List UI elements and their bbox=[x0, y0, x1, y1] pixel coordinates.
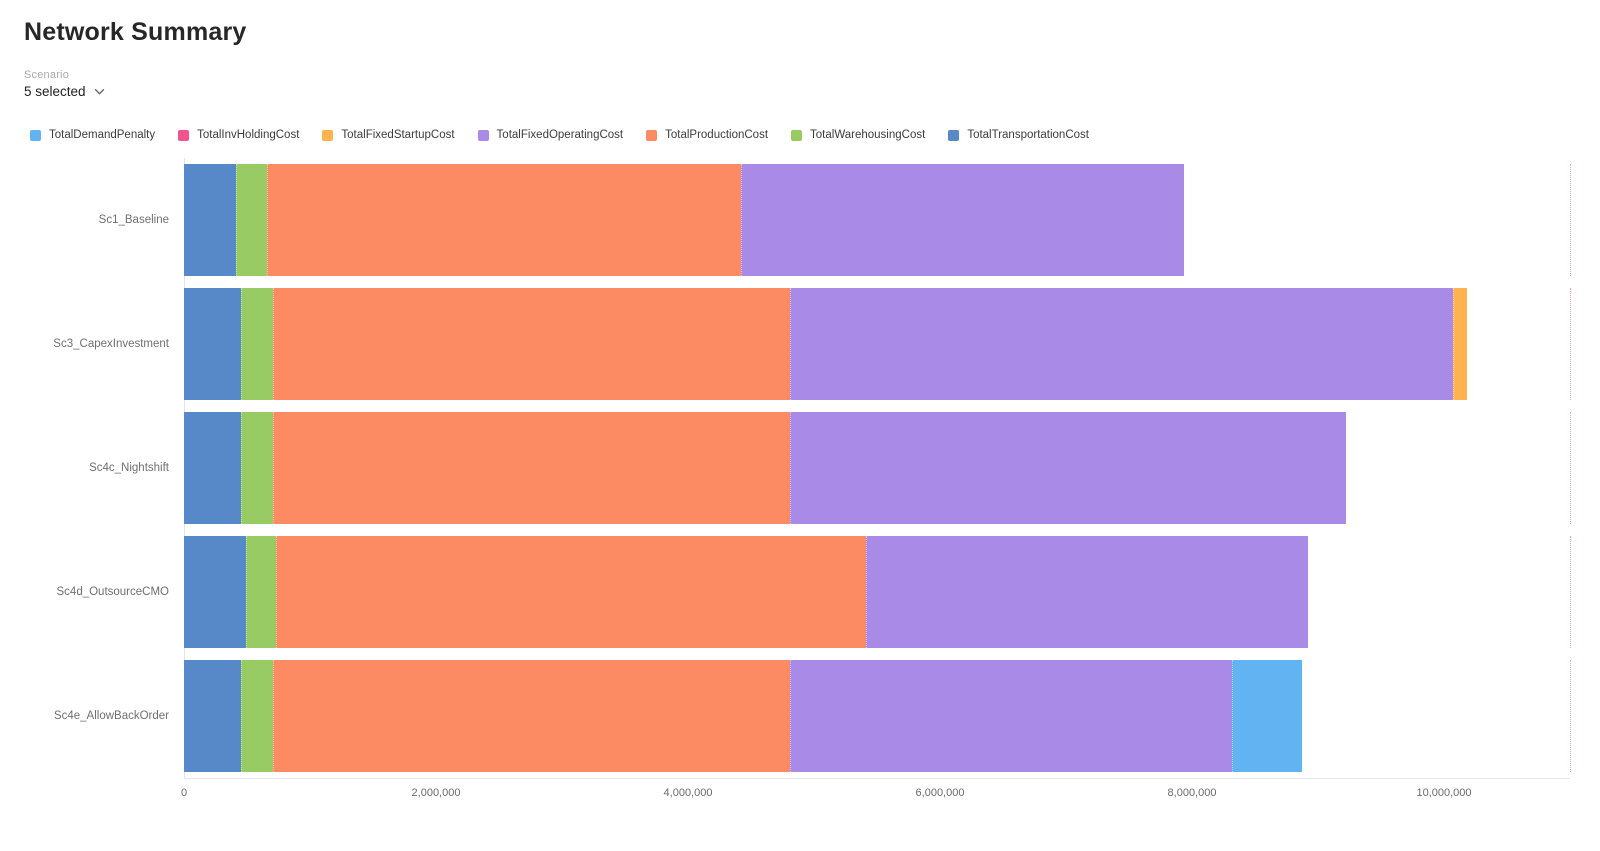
bar-segment-TotalFixedOperatingCost[interactable] bbox=[790, 660, 1233, 772]
legend-label: TotalTransportationCost bbox=[967, 129, 1089, 141]
bar-segment-TotalWarehousingCost[interactable] bbox=[240, 412, 274, 524]
chart-row: Sc4c_Nightshift bbox=[24, 406, 1571, 530]
bar-segment-TotalProductionCost[interactable] bbox=[267, 164, 741, 276]
bar-segment-TotalFixedOperatingCost[interactable] bbox=[790, 288, 1453, 400]
bar-Sc4d_OutsourceCMO[interactable] bbox=[184, 536, 1571, 648]
legend-item-TotalFixedStartupCost[interactable]: TotalFixedStartupCost bbox=[322, 129, 455, 141]
x-tick-2,000,000: 2,000,000 bbox=[411, 787, 461, 799]
bar-segment-TotalProductionCost[interactable] bbox=[273, 412, 791, 524]
legend-item-TotalWarehousingCost[interactable]: TotalWarehousingCost bbox=[791, 129, 925, 141]
scenario-filter-label: Scenario bbox=[24, 69, 70, 81]
page-title: Network Summary bbox=[24, 18, 247, 46]
bar-Sc4e_AllowBackOrder[interactable] bbox=[184, 660, 1571, 772]
chart-row: Sc1_Baseline bbox=[24, 158, 1571, 282]
chart-row: Sc4e_AllowBackOrder bbox=[24, 654, 1571, 778]
bar-segment-TotalProductionCost[interactable] bbox=[273, 288, 791, 400]
category-label-Sc4c_Nightshift: Sc4c_Nightshift bbox=[89, 462, 169, 474]
bar-Sc1_Baseline[interactable] bbox=[184, 164, 1571, 276]
scenario-filter[interactable]: Scenario 5 selected bbox=[24, 69, 154, 99]
chart-rows: Sc1_Baseline Sc3_CapexInvestment Sc4c_Nigh… bbox=[24, 158, 1571, 778]
x-axis-line bbox=[184, 778, 1570, 779]
bar-track bbox=[184, 164, 1571, 276]
legend-label: TotalFixedStartupCost bbox=[341, 129, 455, 141]
legend-swatch-TotalWarehousingCost bbox=[791, 129, 803, 141]
bar-Sc4c_Nightshift[interactable] bbox=[184, 412, 1571, 524]
bar-segment-TotalFixedStartupCost[interactable] bbox=[1452, 288, 1467, 400]
bar-segment-TotalProductionCost[interactable] bbox=[273, 660, 791, 772]
chart-row: Sc3_CapexInvestment bbox=[24, 282, 1571, 406]
x-tick-0: 0 bbox=[180, 787, 188, 799]
x-tick-10,000,000: 10,000,000 bbox=[1416, 787, 1472, 799]
bar-segment-TotalTransportationCost[interactable] bbox=[184, 288, 241, 400]
legend-item-TotalDemandPenalty[interactable]: TotalDemandPenalty bbox=[30, 129, 155, 141]
bar-track bbox=[184, 536, 1571, 648]
chart-row: Sc4d_OutsourceCMO bbox=[24, 530, 1571, 654]
scenario-filter-value: 5 selected bbox=[24, 84, 86, 99]
legend-label: TotalProductionCost bbox=[665, 129, 769, 141]
bar-segment-TotalWarehousingCost[interactable] bbox=[245, 536, 276, 648]
legend-item-TotalTransportationCost[interactable]: TotalTransportationCost bbox=[948, 129, 1089, 141]
bar-track bbox=[184, 412, 1571, 524]
bar-segment-TotalWarehousingCost[interactable] bbox=[240, 660, 274, 772]
legend-item-TotalFixedOperatingCost[interactable]: TotalFixedOperatingCost bbox=[477, 129, 624, 141]
x-tick-8,000,000: 8,000,000 bbox=[1167, 787, 1217, 799]
category-label-Sc4e_AllowBackOrder: Sc4e_AllowBackOrder bbox=[53, 710, 169, 722]
category-label-Sc1_Baseline: Sc1_Baseline bbox=[98, 214, 169, 226]
bar-track bbox=[184, 660, 1571, 772]
bar-segment-TotalProductionCost[interactable] bbox=[275, 536, 866, 648]
legend-label: TotalDemandPenalty bbox=[49, 129, 156, 141]
legend-swatch-TotalFixedOperatingCost bbox=[477, 129, 489, 141]
legend-swatch-TotalFixedStartupCost bbox=[322, 129, 334, 141]
legend-swatch-TotalDemandPenalty bbox=[30, 129, 41, 141]
x-tick-4,000,000: 4,000,000 bbox=[663, 787, 713, 799]
bar-Sc3_CapexInvestment[interactable] bbox=[184, 288, 1571, 400]
legend-swatch-TotalProductionCost bbox=[646, 129, 658, 141]
legend-swatch-TotalInvHoldingCost bbox=[178, 129, 190, 141]
bar-segment-TotalWarehousingCost[interactable] bbox=[240, 288, 274, 400]
bar-segment-TotalTransportationCost[interactable] bbox=[184, 660, 241, 772]
cost-breakdown-chart: Sc1_Baseline Sc3_CapexInvestment Sc4c_Nigh… bbox=[24, 158, 1571, 806]
x-axis-labels: 0 2,000,000 4,000,000 6,000,000 8,000,000 10,… bbox=[180, 778, 1570, 806]
legend-swatch-TotalTransportationCost bbox=[948, 129, 960, 141]
bar-track bbox=[184, 288, 1571, 400]
bar-segment-TotalTransportationCost[interactable] bbox=[184, 536, 246, 648]
category-label-Sc4d_OutsourceCMO: Sc4d_OutsourceCMO bbox=[56, 586, 170, 598]
legend-item-TotalInvHoldingCost[interactable]: TotalInvHoldingCost bbox=[178, 129, 299, 141]
legend-label: TotalWarehousingCost bbox=[810, 129, 926, 141]
bar-segment-TotalFixedOperatingCost[interactable] bbox=[865, 536, 1308, 648]
bar-segment-TotalTransportationCost[interactable] bbox=[184, 412, 241, 524]
legend-item-TotalProductionCost[interactable]: TotalProductionCost bbox=[646, 129, 768, 141]
bar-segment-TotalDemandPenalty[interactable] bbox=[1232, 660, 1302, 772]
category-label-Sc3_CapexInvestment: Sc3_CapexInvestment bbox=[53, 338, 169, 350]
chevron-down-icon bbox=[94, 88, 104, 95]
x-tick-6,000,000: 6,000,000 bbox=[915, 787, 965, 799]
bar-segment-TotalTransportationCost[interactable] bbox=[184, 164, 236, 276]
network-summary-page: Network Summary Scenario 5 selected Tota… bbox=[24, 18, 1576, 806]
bar-segment-TotalFixedOperatingCost[interactable] bbox=[790, 412, 1346, 524]
bar-segment-TotalWarehousingCost[interactable] bbox=[235, 164, 268, 276]
legend-label: TotalFixedOperatingCost bbox=[496, 129, 624, 141]
legend-label: TotalInvHoldingCost bbox=[197, 129, 300, 141]
chart-legend: TotalDemandPenalty TotalInvHoldingCost Tot… bbox=[24, 129, 1576, 141]
bar-segment-TotalFixedOperatingCost[interactable] bbox=[740, 164, 1185, 276]
